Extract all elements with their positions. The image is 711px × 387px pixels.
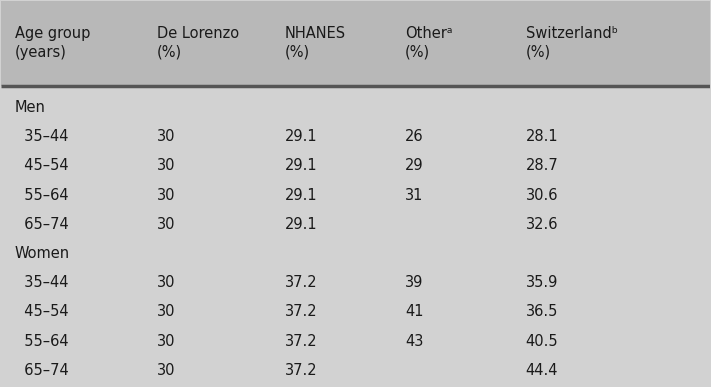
Text: 36.5: 36.5	[526, 304, 558, 319]
Text: 29: 29	[405, 158, 424, 173]
Text: 55–64: 55–64	[15, 334, 68, 349]
Text: De Lorenzo
(%): De Lorenzo (%)	[157, 26, 239, 60]
Text: 30: 30	[157, 217, 176, 232]
Text: 30: 30	[157, 129, 176, 144]
Text: 32.6: 32.6	[526, 217, 558, 232]
Text: 65–74: 65–74	[15, 217, 69, 232]
Text: Age group
(years): Age group (years)	[15, 26, 90, 60]
Text: 35–44: 35–44	[15, 129, 68, 144]
Text: NHANES
(%): NHANES (%)	[284, 26, 346, 60]
Text: Switzerlandᵇ
(%): Switzerlandᵇ (%)	[526, 26, 618, 60]
Text: 45–54: 45–54	[15, 304, 68, 319]
Text: 37.2: 37.2	[284, 334, 317, 349]
Text: 44.4: 44.4	[526, 363, 558, 378]
Text: 35.9: 35.9	[526, 275, 558, 290]
Text: 43: 43	[405, 334, 424, 349]
Text: 30: 30	[157, 275, 176, 290]
Text: 30: 30	[157, 363, 176, 378]
Text: 29.1: 29.1	[284, 129, 317, 144]
FancyBboxPatch shape	[1, 1, 710, 86]
Text: 55–64: 55–64	[15, 188, 68, 202]
Text: 26: 26	[405, 129, 424, 144]
Text: 35–44: 35–44	[15, 275, 68, 290]
Text: 30: 30	[157, 158, 176, 173]
Text: Women: Women	[15, 246, 70, 261]
Text: 28.7: 28.7	[526, 158, 559, 173]
Text: 30: 30	[157, 188, 176, 202]
Text: Men: Men	[15, 100, 46, 115]
Text: 37.2: 37.2	[284, 363, 317, 378]
Text: 65–74: 65–74	[15, 363, 69, 378]
Text: 30: 30	[157, 334, 176, 349]
Text: 45–54: 45–54	[15, 158, 68, 173]
Text: 30: 30	[157, 304, 176, 319]
Text: 29.1: 29.1	[284, 188, 317, 202]
Text: 40.5: 40.5	[526, 334, 558, 349]
Text: 29.1: 29.1	[284, 158, 317, 173]
Text: 29.1: 29.1	[284, 217, 317, 232]
Text: 39: 39	[405, 275, 424, 290]
Text: 37.2: 37.2	[284, 304, 317, 319]
Text: 37.2: 37.2	[284, 275, 317, 290]
Text: Otherᵃ
(%): Otherᵃ (%)	[405, 26, 453, 60]
Text: 31: 31	[405, 188, 424, 202]
Text: 41: 41	[405, 304, 424, 319]
Text: 30.6: 30.6	[526, 188, 558, 202]
Text: 28.1: 28.1	[526, 129, 558, 144]
